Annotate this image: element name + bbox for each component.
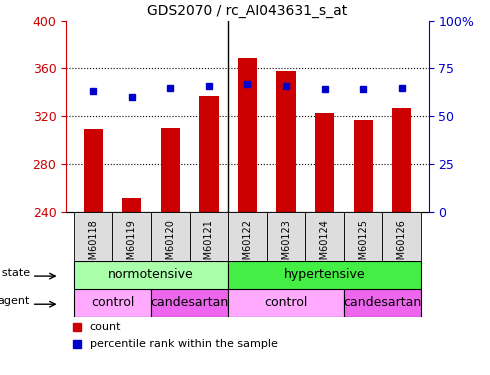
Bar [228,212,267,261]
Bar [383,212,421,261]
Text: GSM60121: GSM60121 [204,219,214,272]
Bar [122,198,142,212]
Bar [305,212,344,261]
Text: candesartan: candesartan [343,296,421,309]
Bar [353,120,373,212]
Text: percentile rank within the sample: percentile rank within the sample [90,339,278,349]
Bar [228,289,344,317]
Text: agent: agent [0,296,30,306]
Bar [267,212,305,261]
Text: GSM60123: GSM60123 [281,219,291,272]
Text: normotensive: normotensive [108,268,194,281]
Bar [83,129,103,212]
Bar [199,96,219,212]
Text: GSM60119: GSM60119 [127,219,137,272]
Text: disease state: disease state [0,268,30,278]
Title: GDS2070 / rc_AI043631_s_at: GDS2070 / rc_AI043631_s_at [147,4,347,18]
Bar [74,212,112,261]
Text: candesartan: candesartan [150,296,229,309]
Bar [74,289,151,317]
Text: control: control [264,296,308,309]
Text: hypertensive: hypertensive [284,268,366,281]
Bar [228,261,421,289]
Text: GSM60120: GSM60120 [165,219,175,272]
Text: GSM60122: GSM60122 [243,219,252,272]
Text: GSM60124: GSM60124 [319,219,330,272]
Text: control: control [91,296,134,309]
Text: count: count [90,322,121,332]
Bar [276,71,295,212]
Text: GSM60125: GSM60125 [358,219,368,272]
Bar [315,112,334,212]
Bar [190,212,228,261]
Bar [74,261,228,289]
Text: GSM60118: GSM60118 [88,219,98,272]
Bar [112,212,151,261]
Bar [238,58,257,212]
Bar [151,212,190,261]
Text: GSM60126: GSM60126 [397,219,407,272]
Bar [151,289,228,317]
Bar [161,128,180,212]
Bar [344,212,383,261]
Bar [344,289,421,317]
Bar [392,108,412,212]
